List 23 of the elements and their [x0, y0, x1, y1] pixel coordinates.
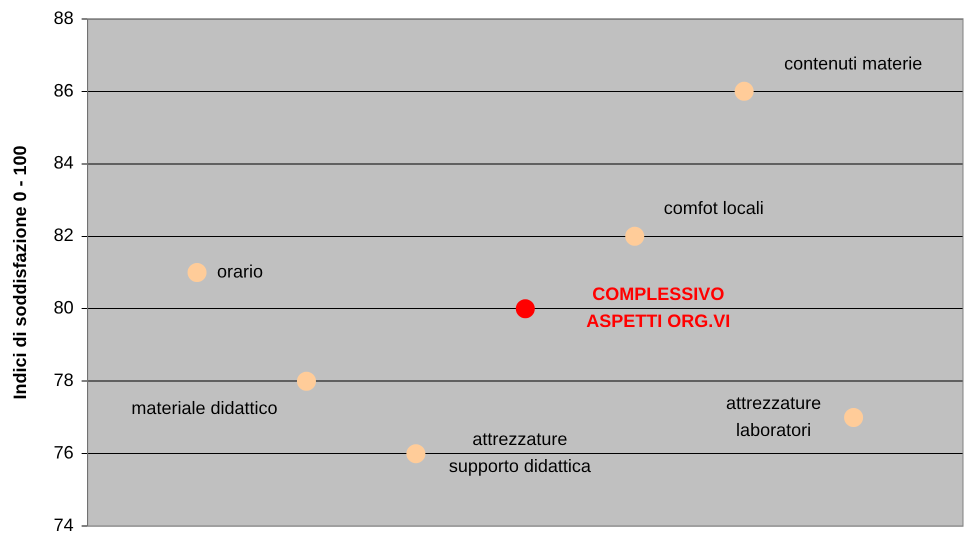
- annotation: orario: [217, 261, 264, 282]
- y-tick-label: 88: [54, 8, 74, 28]
- y-tick-label: 86: [54, 80, 74, 100]
- annotation: contenuti materie: [784, 53, 922, 74]
- point: [296, 372, 316, 391]
- point: [734, 82, 754, 101]
- annotation: comfot locali: [664, 198, 764, 218]
- text: COMPLESSIVO ASPETTI ORG.VI: [586, 284, 730, 332]
- point: [844, 408, 864, 427]
- annotation: attrezzature laboratori: [726, 392, 822, 440]
- point: [625, 226, 644, 246]
- y-axis-title: Indici di soddisfazione 0 - 100: [10, 145, 30, 400]
- annotation: attrezzature supporto didattica: [448, 429, 592, 476]
- y-tick-label: 76: [54, 442, 74, 463]
- annotation: materiale didattico: [131, 398, 278, 418]
- point: [406, 444, 426, 464]
- point: [188, 263, 207, 282]
- y-tick-label: 74: [54, 515, 74, 536]
- y-tick-label: 84: [54, 152, 74, 173]
- y-tick-label: 82: [54, 225, 74, 246]
- y-tick-label: 78: [54, 370, 74, 390]
- point: [516, 299, 535, 318]
- y-tick-label: 80: [54, 298, 74, 318]
